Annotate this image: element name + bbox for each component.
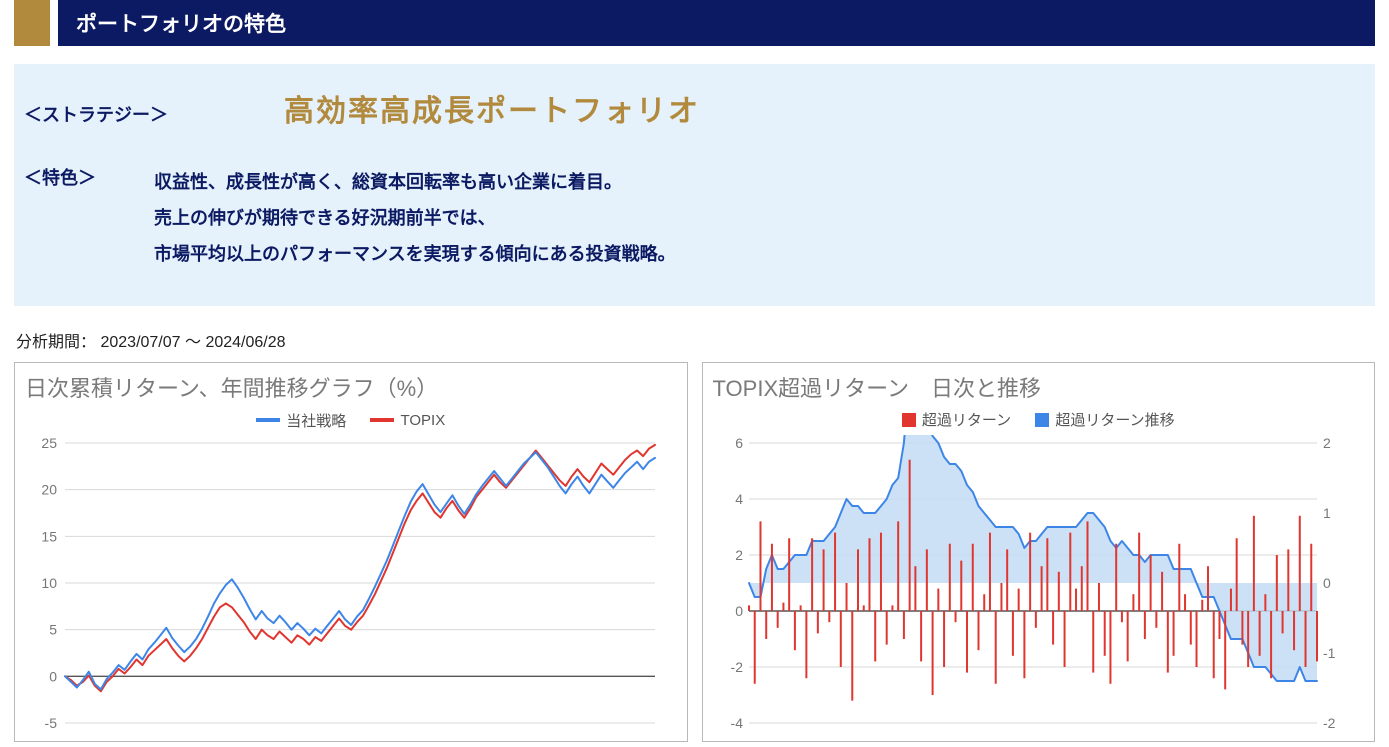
svg-text:-2: -2	[730, 659, 743, 675]
feature-label: ＜特色＞	[24, 164, 154, 272]
svg-text:4: 4	[735, 491, 743, 507]
svg-text:10: 10	[41, 575, 57, 591]
chart-left-box: 日次累積リターン、年間推移グラフ（%） 当社戦略 TOPIX -5 0 5 10 15 2…	[14, 362, 688, 742]
svg-text:-5: -5	[45, 715, 58, 731]
period-range: 2023/07/07 ～ 2024/06/28	[100, 334, 285, 351]
svg-text:2: 2	[1323, 435, 1331, 451]
legend-label-excess-cum: 超過リターン推移	[1055, 409, 1174, 430]
feature-row: ＜特色＞ 収益性、成長性が高く、総資本回転率も高い企業に着目。 売上の伸びが期待…	[24, 164, 1365, 272]
analysis-period: 分析期間： 2023/07/07 ～ 2024/06/28	[16, 328, 1375, 352]
chart-right-legend: 超過リターン 超過リターン推移	[713, 409, 1365, 431]
chart-left-title: 日次累積リターン、年間推移グラフ（%）	[25, 371, 677, 403]
svg-text:0: 0	[735, 603, 743, 619]
svg-text:20: 20	[41, 481, 57, 497]
svg-text:2: 2	[735, 547, 743, 563]
svg-text:25: 25	[41, 435, 57, 451]
legend-topix: TOPIX	[370, 412, 445, 429]
svg-text:5: 5	[49, 621, 57, 637]
chart-left-legend: 当社戦略 TOPIX	[25, 409, 677, 431]
feature-line-2: 売上の伸びが期待できる好況期前半では、	[154, 200, 676, 236]
svg-text:-1: -1	[1323, 645, 1336, 661]
feature-line-3: 市場平均以上のパフォーマンスを実現する傾向にある投資戦略。	[154, 236, 676, 272]
charts-row: 日次累積リターン、年間推移グラフ（%） 当社戦略 TOPIX -50510152…	[14, 362, 1375, 742]
legend-swatch-excess-cum	[1035, 413, 1049, 427]
section-banner: ポートフォリオの特色	[14, 0, 1375, 46]
chart-right-title: TOPIX超過リターン 日次と推移	[713, 371, 1365, 403]
chart-right-svg: -4 -2 0 2 4 6 -2 -1 0 1 2	[713, 435, 1353, 735]
feature-body: 収益性、成長性が高く、総資本回転率も高い企業に着目。 売上の伸びが期待できる好況…	[154, 164, 676, 272]
legend-swatch-excess	[902, 413, 916, 427]
svg-text:15: 15	[41, 528, 57, 544]
feature-line-1: 収益性、成長性が高く、総資本回転率も高い企業に着目。	[154, 164, 676, 200]
legend-swatch-topix	[370, 418, 394, 422]
strategy-row: ＜ストラテジー＞ 高効率高成長ポートフォリオ	[24, 86, 1365, 130]
legend-label-excess: 超過リターン	[922, 409, 1011, 430]
legend-label-topix: TOPIX	[400, 412, 445, 429]
chart-right-box: TOPIX超過リターン 日次と推移 超過リターン 超過リターン推移 -4 -2 0 2…	[702, 362, 1376, 742]
legend-strategy: 当社戦略	[256, 410, 346, 431]
strategy-info-box: ＜ストラテジー＞ 高効率高成長ポートフォリオ ＜特色＞ 収益性、成長性が高く、総…	[14, 64, 1375, 306]
strategy-label: ＜ストラテジー＞	[24, 101, 284, 127]
legend-label-strategy: 当社戦略	[286, 410, 346, 431]
strategy-title: 高効率高成長ポートフォリオ	[284, 86, 700, 130]
legend-excess-cum: 超過リターン推移	[1035, 409, 1174, 430]
svg-text:0: 0	[1323, 575, 1331, 591]
svg-text:-4: -4	[730, 715, 743, 731]
legend-swatch-strategy	[256, 418, 280, 422]
svg-text:-2: -2	[1323, 715, 1336, 731]
svg-text:6: 6	[735, 435, 743, 451]
period-label: 分析期間：	[16, 334, 96, 351]
svg-text:0: 0	[49, 668, 57, 684]
chart-left-svg: -5 0 5 10 15 20 25	[25, 435, 665, 735]
banner-title: ポートフォリオの特色	[58, 0, 1375, 46]
svg-text:1: 1	[1323, 505, 1331, 521]
legend-excess: 超過リターン	[902, 409, 1011, 430]
banner-accent	[14, 0, 50, 46]
